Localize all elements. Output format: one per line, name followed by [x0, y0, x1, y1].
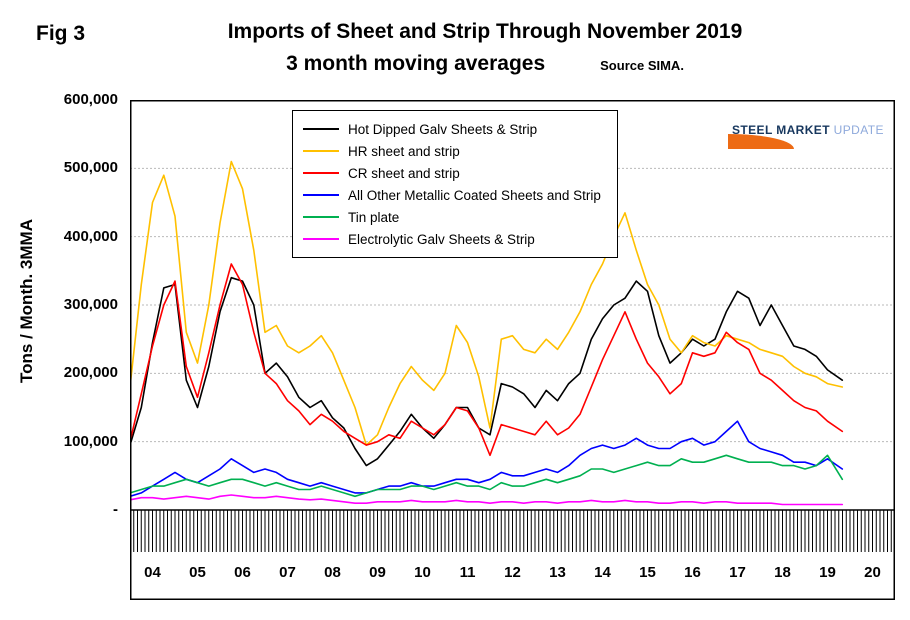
y-tick-label: 200,000: [63, 364, 118, 382]
logo-text: STEEL MARKET UPDATE: [732, 123, 884, 137]
legend-label: CR sheet and strip: [348, 165, 460, 181]
legend-rows: Hot Dipped Galv Sheets & Strip HR sheet a…: [303, 118, 601, 250]
x-tick-label: 09: [369, 564, 386, 581]
legend-line-sample: [303, 238, 339, 240]
y-tick-label: -: [113, 501, 118, 518]
legend-line-sample: [303, 150, 339, 152]
legend-item: Tin plate: [303, 206, 601, 228]
y-tick-label: 600,000: [63, 91, 118, 108]
x-tick-label: 08: [324, 564, 341, 581]
source-label: Source SIMA.: [600, 58, 684, 73]
x-tick-label: 12: [504, 564, 521, 581]
legend-label: Electrolytic Galv Sheets & Strip: [348, 231, 535, 247]
legend-line-sample: [303, 128, 339, 130]
legend-line-sample: [303, 194, 339, 196]
figure-number-label: Fig 3: [36, 22, 86, 45]
series-line-4: [130, 420, 844, 498]
x-tick-label: 05: [189, 564, 206, 581]
chart-frame: [130, 100, 895, 600]
x-tick-label: 20: [864, 564, 881, 581]
x-tick-label: 16: [684, 564, 701, 581]
chart-subtitle-row: 3 month moving averages Source SIMA.: [60, 52, 910, 76]
steel-market-update-logo: STEEL MARKET UPDATE: [726, 118, 883, 156]
x-tick-label: 15: [639, 564, 656, 581]
chart-plot-area: [130, 100, 895, 600]
chart-subtitle: 3 month moving averages: [286, 52, 546, 75]
x-tick-label: 04: [144, 564, 161, 581]
x-tick-label: 18: [774, 564, 791, 581]
logo-text-market: MARKET: [776, 123, 830, 137]
legend-line-sample: [303, 216, 339, 218]
y-axis-tick-labels: 600,000 500,000 400,000 300,000 200,000 100,0…: [0, 0, 120, 620]
legend-line-sample: [303, 172, 339, 174]
y-tick-label: 100,000: [63, 432, 118, 450]
x-axis-year-labels: 04 05 06 07 08 09 10 11 12 13 14 15 16 17 18 19 20: [130, 564, 895, 594]
legend-label: Hot Dipped Galv Sheets & Strip: [348, 121, 538, 137]
x-tick-label: 10: [414, 564, 431, 581]
legend-label: Tin plate: [348, 209, 400, 225]
legend-item: HR sheet and strip: [303, 140, 601, 162]
x-tick-label: 13: [549, 564, 566, 581]
legend-item: Hot Dipped Galv Sheets & Strip: [303, 118, 601, 140]
y-tick-label: 400,000: [63, 227, 118, 245]
series-line-3: [130, 263, 844, 457]
x-tick-label: 06: [234, 564, 251, 581]
legend-item: CR sheet and strip: [303, 162, 601, 184]
legend-label: All Other Metallic Coated Sheets and Str…: [348, 187, 601, 203]
x-tick-label: 19: [819, 564, 836, 581]
chart-title: Imports of Sheet and Strip Through Novem…: [227, 20, 743, 43]
y-tick-label: 500,000: [63, 159, 118, 177]
logo-text-steel: STEEL: [732, 123, 773, 137]
series-line-6: [130, 494, 844, 506]
x-tick-label: 14: [594, 564, 611, 581]
y-tick-label: 300,000: [63, 296, 118, 313]
series-line-2: [130, 160, 844, 446]
x-tick-label: 17: [729, 564, 746, 581]
legend-item: Electrolytic Galv Sheets & Strip: [303, 228, 601, 250]
logo-text-update: UPDATE: [833, 123, 884, 137]
legend-label: HR sheet and strip: [348, 143, 460, 159]
x-tick-label: 07: [279, 564, 296, 581]
x-tick-label: 11: [459, 564, 476, 581]
legend-item: All Other Metallic Coated Sheets and Str…: [303, 184, 601, 206]
series-line-5: [130, 454, 844, 498]
series-line-1: [130, 276, 844, 467]
chart-legend: Hot Dipped Galv Sheets & Strip HR sheet a…: [292, 110, 618, 258]
